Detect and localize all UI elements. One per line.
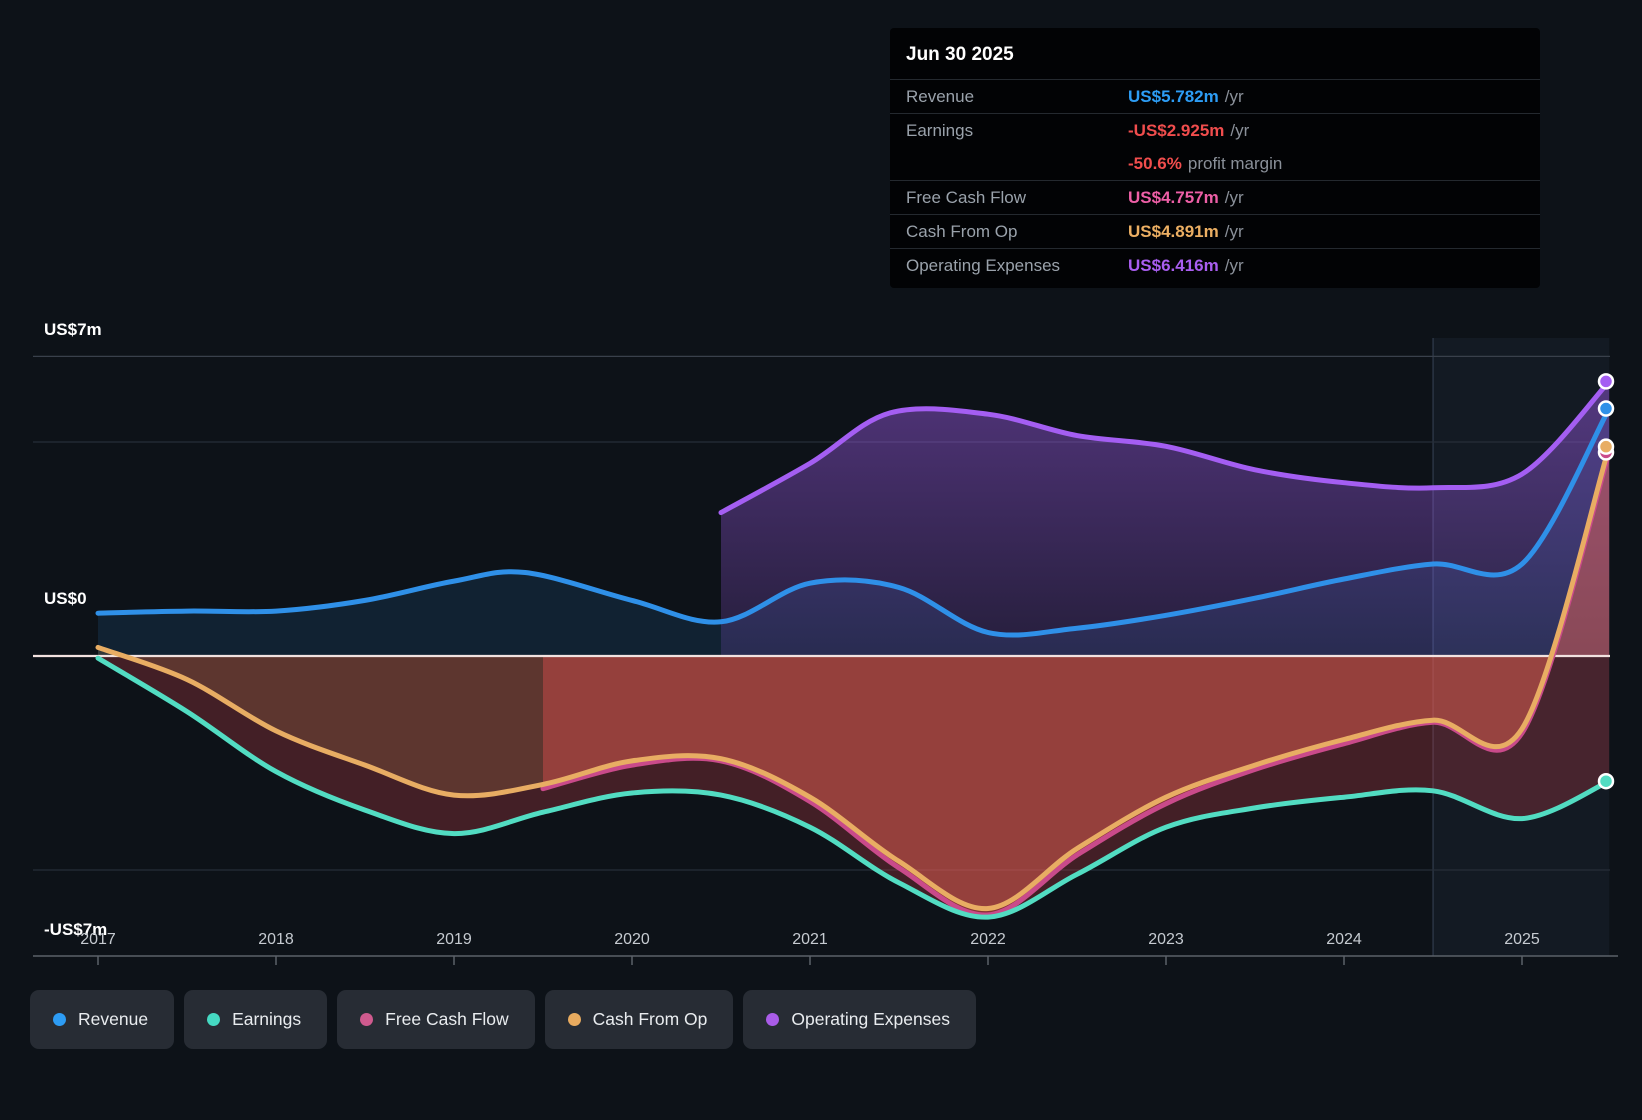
x-axis-label: 2018 — [258, 931, 294, 948]
tooltip-row-operating-expenses: Operating Expenses US$6.416m /yr — [890, 248, 1540, 282]
x-axis-label: 2022 — [970, 931, 1006, 948]
tooltip-suffix: /yr — [1224, 255, 1244, 275]
y-axis-label-zero: US$0 — [44, 589, 87, 608]
tooltip-row-profit-margin: -50.6% profit margin — [890, 147, 1540, 180]
earnings-endpoint-marker[interactable] — [1597, 772, 1615, 790]
tooltip-suffix: /yr — [1224, 187, 1244, 207]
tooltip-label: Revenue — [906, 86, 975, 106]
tooltip-value: US$4.891m — [1128, 221, 1219, 241]
chart-tooltip: Jun 30 2025 Revenue US$5.782m /yr Earnin… — [890, 28, 1540, 288]
tooltip-row-free-cash-flow: Free Cash Flow US$4.757m /yr — [890, 180, 1540, 214]
cash-from-op-series-dot-icon — [567, 1013, 581, 1026]
x-axis-label: 2021 — [792, 931, 828, 948]
revenue-area — [98, 408, 1610, 656]
tooltip-value: US$6.416m — [1128, 255, 1219, 275]
legend-item-cash-from-op[interactable]: Cash From Op — [544, 990, 734, 1049]
legend-item-operating-expenses[interactable]: Operating Expenses — [743, 990, 976, 1049]
earnings-area — [98, 656, 1610, 918]
legend-item-revenue[interactable]: Revenue — [30, 990, 175, 1049]
x-axis-label: 2023 — [1148, 931, 1184, 948]
x-axis-label: 2019 — [436, 931, 472, 948]
earnings-series-dot-icon — [207, 1013, 221, 1026]
cash-from-op-line — [95, 444, 1612, 912]
tooltip-suffix: /yr — [1230, 120, 1250, 140]
tooltip-value: US$4.757m — [1128, 187, 1219, 207]
legend-label: Cash From Op — [592, 1009, 708, 1029]
revenue-series-dot-icon — [53, 1013, 66, 1026]
legend-label: Free Cash Flow — [385, 1009, 509, 1029]
legend-label: Revenue — [78, 1009, 149, 1029]
revenue-line — [95, 406, 1612, 638]
legend-item-free-cash-flow[interactable]: Free Cash Flow — [337, 990, 535, 1049]
tooltip-label: Cash From Op — [906, 221, 1018, 241]
legend-label: Earnings — [232, 1009, 302, 1029]
legend-item-earnings[interactable]: Earnings — [184, 990, 328, 1049]
opex-area — [721, 381, 1610, 656]
x-axis-label: 2017 — [80, 931, 116, 948]
free-cash-flow-series-dot-icon — [360, 1013, 374, 1026]
tooltip-label: Earnings — [906, 120, 974, 140]
opex-endpoint-marker[interactable] — [1597, 373, 1615, 390]
tooltip-suffix: profit margin — [1187, 153, 1283, 173]
legend-label: Operating Expenses — [791, 1009, 950, 1029]
x-axis-label: 2024 — [1326, 931, 1362, 948]
tooltip-date: Jun 30 2025 — [906, 44, 1014, 65]
tooltip-value: US$5.782m — [1128, 86, 1219, 106]
operating-expenses-series-dot-icon — [766, 1013, 780, 1026]
revenue-endpoint-marker[interactable] — [1597, 400, 1615, 417]
y-axis-label-top: US$7m — [44, 320, 102, 339]
tooltip-row-cash-from-op: Cash From Op US$4.891m /yr — [890, 214, 1540, 248]
tooltip-row-revenue: Revenue US$5.782m /yr — [890, 79, 1540, 113]
tooltip-value: -US$2.925m — [1128, 120, 1225, 140]
cash-from-op-endpoint-marker[interactable] — [1597, 438, 1615, 455]
tooltip-suffix: /yr — [1224, 86, 1244, 106]
earnings-line — [95, 655, 1612, 920]
tooltip-suffix: /yr — [1224, 221, 1244, 241]
tooltip-row-earnings: Earnings -US$2.925m /yr — [890, 113, 1540, 147]
tooltip-value: -50.6% — [1128, 153, 1182, 173]
x-axis-label: 2025 — [1504, 931, 1540, 948]
opex-line — [718, 378, 1612, 516]
tooltip-label: Operating Expenses — [906, 255, 1061, 275]
y-axis-label-bottom: -US$7m — [44, 920, 108, 939]
tooltip-label: Free Cash Flow — [906, 187, 1026, 207]
x-axis-label: 2020 — [614, 931, 650, 948]
chart-legend: Revenue Earnings Free Cash Flow Cash Fro… — [30, 990, 976, 1049]
